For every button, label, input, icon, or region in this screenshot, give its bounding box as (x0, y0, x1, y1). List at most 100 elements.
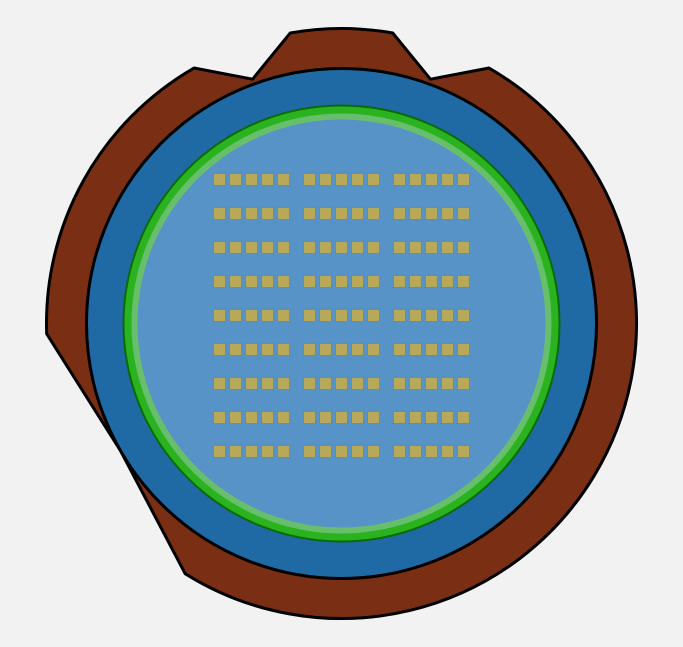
die (352, 242, 364, 254)
die (410, 208, 422, 220)
die (442, 174, 454, 186)
die (368, 174, 380, 186)
die (304, 344, 316, 356)
die (262, 242, 274, 254)
die (230, 378, 242, 390)
die (442, 208, 454, 220)
die (352, 310, 364, 322)
die (278, 446, 290, 458)
die (246, 276, 258, 288)
die (442, 446, 454, 458)
die (214, 310, 226, 322)
die (304, 446, 316, 458)
die (410, 412, 422, 424)
die (394, 310, 406, 322)
die (394, 276, 406, 288)
die (304, 242, 316, 254)
die (458, 310, 470, 322)
die (304, 208, 316, 220)
die (410, 446, 422, 458)
die (262, 344, 274, 356)
die (458, 242, 470, 254)
die (394, 378, 406, 390)
die (352, 344, 364, 356)
die (214, 446, 226, 458)
die (246, 412, 258, 424)
die (426, 174, 438, 186)
die (320, 208, 332, 220)
die (230, 276, 242, 288)
die (214, 344, 226, 356)
die (262, 276, 274, 288)
die (458, 446, 470, 458)
die (246, 310, 258, 322)
die (230, 344, 242, 356)
die (262, 174, 274, 186)
die (442, 310, 454, 322)
die (246, 174, 258, 186)
die (368, 208, 380, 220)
die (320, 242, 332, 254)
die (304, 174, 316, 186)
die (230, 242, 242, 254)
die (426, 208, 438, 220)
die (336, 208, 348, 220)
die (246, 208, 258, 220)
die (278, 208, 290, 220)
die (410, 174, 422, 186)
die (368, 344, 380, 356)
die (246, 344, 258, 356)
die (214, 276, 226, 288)
die (336, 276, 348, 288)
die (458, 378, 470, 390)
die (442, 378, 454, 390)
die (336, 344, 348, 356)
die (368, 276, 380, 288)
die (262, 378, 274, 390)
die (304, 310, 316, 322)
die (278, 174, 290, 186)
die (336, 242, 348, 254)
die (426, 344, 438, 356)
die (426, 276, 438, 288)
die (368, 378, 380, 390)
die (320, 378, 332, 390)
die (426, 310, 438, 322)
die (426, 242, 438, 254)
die (262, 310, 274, 322)
die (442, 344, 454, 356)
die (410, 378, 422, 390)
die (304, 412, 316, 424)
die (458, 174, 470, 186)
die (442, 242, 454, 254)
die (410, 242, 422, 254)
die (320, 412, 332, 424)
die (336, 174, 348, 186)
die (410, 276, 422, 288)
die (394, 344, 406, 356)
die (336, 446, 348, 458)
die (394, 446, 406, 458)
die (278, 276, 290, 288)
die (442, 276, 454, 288)
die (214, 242, 226, 254)
die (394, 208, 406, 220)
die (442, 412, 454, 424)
die (246, 378, 258, 390)
die (246, 242, 258, 254)
die (368, 310, 380, 322)
die (336, 412, 348, 424)
die (246, 446, 258, 458)
die (214, 378, 226, 390)
die (320, 310, 332, 322)
die (214, 208, 226, 220)
die (352, 208, 364, 220)
die (426, 446, 438, 458)
die (230, 446, 242, 458)
die (230, 310, 242, 322)
die (368, 412, 380, 424)
die (214, 174, 226, 186)
die (336, 378, 348, 390)
die (230, 412, 242, 424)
die (230, 208, 242, 220)
